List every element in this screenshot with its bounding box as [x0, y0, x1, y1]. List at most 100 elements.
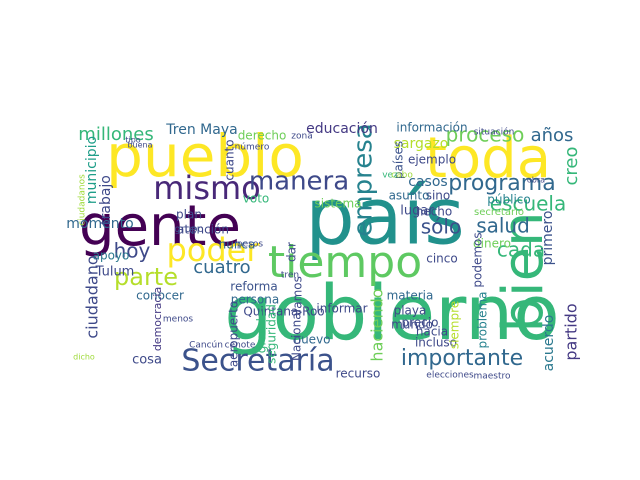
cloud-word: sólo: [421, 215, 461, 239]
cloud-word: grupo: [174, 224, 203, 235]
cloud-word: años: [531, 125, 574, 146]
cloud-word: mundo: [391, 318, 433, 332]
cloud-word: Cancún: [189, 341, 223, 351]
cloud-word: recurso: [336, 367, 381, 381]
cloud-word: gente: [79, 194, 241, 259]
cloud-word: vamos: [291, 276, 305, 316]
cloud-word: cenote: [225, 341, 256, 351]
cloud-word: hoy: [114, 239, 151, 263]
cloud-word: empresa: [349, 123, 379, 236]
cloud-word: municipio: [84, 136, 100, 204]
cloud-word: país: [305, 172, 465, 262]
cloud-word: ciudadano: [83, 255, 102, 338]
cloud-word: hecho: [416, 205, 453, 219]
cloud-word: Tren Maya: [165, 122, 237, 138]
cloud-word: países: [392, 141, 406, 179]
cloud-word: voto: [243, 192, 270, 206]
cloud-word: derecho: [238, 129, 287, 143]
cloud-word: pesos: [237, 240, 263, 250]
cloud-word: elecciones: [426, 371, 474, 381]
cloud-word: parte: [114, 263, 178, 291]
cloud-word: número: [235, 143, 270, 153]
cloud-word: información: [396, 121, 467, 135]
cloud-word: escuela: [490, 192, 567, 216]
cloud-word: cada: [497, 238, 545, 262]
cloud-word: cuatro: [193, 257, 250, 278]
cloud-word: partido: [562, 303, 581, 360]
cloud-word: tren: [281, 271, 299, 281]
cloud-word: Nacional: [290, 309, 304, 361]
cloud-word: sargazo: [394, 136, 449, 152]
cloud-word: gobierno: [224, 268, 559, 357]
cloud-word: ciudadanos: [78, 174, 88, 226]
cloud-word: buena: [127, 141, 152, 150]
cloud-word: incluso: [415, 336, 457, 350]
cloud-word: tipo: [125, 136, 140, 145]
cloud-word: informar: [316, 302, 367, 316]
cloud-word: mismo: [153, 169, 260, 207]
cloud-word: obra: [527, 176, 545, 185]
cloud-word: apoyo: [93, 249, 130, 263]
cloud-word: primero: [540, 211, 556, 266]
cloud-word: zona: [291, 132, 312, 142]
cloud-word: pueblo: [106, 122, 304, 190]
cloud-word: proceso: [446, 123, 525, 147]
cloud-word: momento: [66, 216, 133, 232]
cloud-word: siempre: [448, 301, 462, 349]
cloud-word: menos: [163, 315, 194, 325]
cloud-word: Secretaría: [181, 344, 334, 379]
cloud-word: Quintana Roo: [243, 305, 324, 319]
cloud-word: público: [487, 193, 530, 207]
cloud-word: sistema: [315, 197, 362, 211]
cloud-word: grande: [255, 311, 269, 354]
cloud-word: hacia: [416, 325, 448, 339]
cloud-word: tiempo: [268, 237, 422, 288]
cloud-word: maestro: [473, 372, 511, 382]
cloud-word: haciendo: [368, 288, 387, 361]
cloud-word: persona: [231, 293, 280, 307]
cloud-word: millones: [78, 124, 153, 145]
cloud-word: vez: [382, 171, 398, 181]
cloud-word: sino: [426, 189, 451, 203]
cloud-word: creo: [561, 147, 582, 186]
cloud-word: seguridad: [265, 304, 279, 364]
cloud-word: podemos: [471, 232, 485, 287]
cloud-word: cinco: [426, 252, 457, 266]
cloud-word: ejemplo: [408, 153, 456, 167]
cloud-word: plan: [176, 208, 202, 222]
cloud-word: reforma: [230, 280, 277, 294]
cloud-word: educación: [306, 121, 378, 137]
cloud-word: dinero: [473, 237, 511, 251]
cloud-word: salud: [476, 214, 530, 238]
cloud-word: atención: [177, 223, 229, 237]
cloud-word: importante: [401, 346, 523, 371]
cloud-word: trabajo: [98, 175, 114, 225]
cloud-word: precio: [402, 316, 439, 330]
cloud-word: conocer: [136, 289, 184, 303]
cloud-word: problema: [476, 291, 490, 348]
cloud-word: situación: [474, 127, 515, 138]
cloud-word: casos: [408, 174, 447, 190]
cloud-word: cosa: [132, 353, 162, 368]
cloud-word: playa: [394, 304, 427, 318]
cloud-word: cabo: [391, 171, 413, 181]
cloud-word: bien: [491, 211, 556, 332]
cloud-word: manera: [249, 167, 349, 197]
cloud-word: asunto: [389, 189, 430, 203]
cloud-word: lugar: [400, 204, 434, 219]
cloud-word: democracia: [151, 287, 164, 351]
cloud-word: dicho: [73, 353, 95, 362]
cloud-word: secretario: [474, 207, 524, 218]
cloud-word: materia: [387, 289, 434, 303]
cloud-word: programa: [448, 171, 555, 196]
cloud-word: toda: [425, 126, 551, 191]
cloud-word: acuerdo: [541, 315, 557, 372]
cloud-word: poder: [166, 231, 260, 269]
cloud-word: dar: [285, 242, 299, 262]
cloud-word: aeropuerto: [227, 301, 241, 367]
cloud-word: Tulum: [95, 265, 135, 280]
cloud-word: nuevo: [293, 333, 330, 347]
cloud-word: cuanto: [223, 139, 237, 180]
